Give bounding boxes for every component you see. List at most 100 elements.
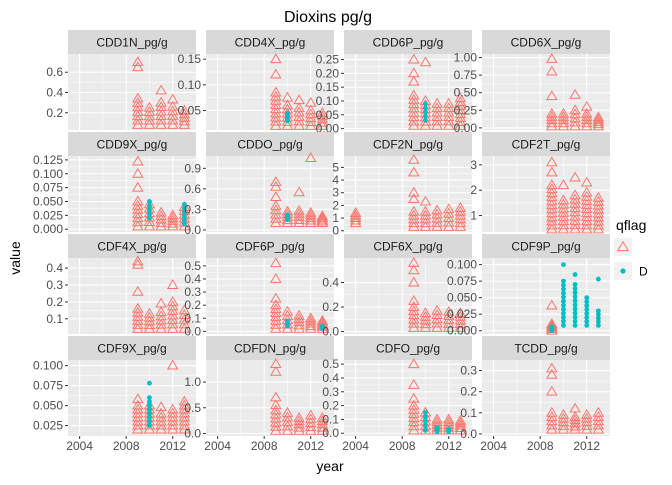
y-tick-label: 0.1 — [322, 412, 339, 426]
data-point-triangle — [592, 191, 605, 202]
data-point-d — [561, 306, 566, 312]
facet-strip — [68, 132, 196, 156]
y-tick-label: 0.100 — [33, 359, 63, 373]
x-tick-label: 2008 — [527, 439, 554, 453]
data-point-triangle — [454, 307, 467, 318]
data-point-triangle — [569, 411, 581, 421]
data-point-triangle — [546, 156, 558, 167]
y-tick-label: 0.2 — [184, 298, 201, 312]
data-point-triangle — [166, 214, 179, 225]
y-tick-label: 0.9 — [184, 161, 201, 175]
data-point-d — [561, 298, 566, 304]
y-tick-label: 0.0 — [184, 426, 201, 440]
data-point-d — [572, 272, 578, 277]
data-point-d — [572, 310, 578, 316]
data-point-triangle — [580, 100, 593, 111]
data-point-d — [572, 318, 578, 324]
data-point-d — [572, 286, 578, 291]
data-point-d — [147, 211, 152, 217]
y-tick-label: 0.0 — [322, 426, 339, 440]
data-point-triangle — [270, 53, 282, 64]
data-point-d — [147, 403, 152, 408]
data-point-triangle — [316, 415, 329, 426]
data-point-d — [595, 315, 601, 321]
data-point-d — [423, 105, 428, 111]
data-point-triangle — [408, 301, 420, 311]
data-point-triangle — [546, 114, 558, 125]
y-tick-label: 0.3 — [184, 202, 201, 216]
data-point-d — [595, 308, 601, 314]
data-point-triangle — [580, 176, 593, 187]
data-point-d — [423, 428, 428, 433]
data-point-triangle — [454, 417, 467, 428]
facet-strip — [482, 30, 610, 54]
facet-panel: CDD6P_pg/g0.000.050.100.150.200.25 — [316, 30, 472, 136]
data-point-d — [434, 425, 440, 431]
data-point-triangle — [569, 417, 581, 428]
data-point-d — [584, 295, 590, 301]
facet-strip — [482, 132, 610, 156]
data-point-triangle — [349, 214, 362, 225]
data-point-triangle — [281, 217, 294, 228]
data-point-triangle — [580, 423, 593, 434]
y-tick-label: 0.4 — [322, 371, 339, 385]
y-tick-label: 0.1 — [460, 406, 477, 420]
data-point-d — [147, 411, 152, 416]
y-tick-label: 1.0 — [184, 375, 201, 389]
data-point-triangle — [557, 423, 570, 434]
data-point-d — [181, 213, 187, 219]
data-point-triangle — [431, 304, 443, 315]
data-point-triangle — [304, 217, 317, 228]
data-point-triangle — [546, 368, 558, 379]
data-point-d — [423, 101, 428, 107]
data-point-triangle — [304, 312, 317, 323]
data-point-triangle — [155, 217, 167, 227]
y-tick-label: 0.2 — [322, 300, 339, 314]
data-point-triangle — [349, 217, 362, 228]
data-point-triangle — [143, 101, 156, 112]
data-point-triangle — [155, 401, 167, 412]
data-point-d — [423, 419, 428, 424]
facet-panels: CDD1N_pg/g0.20.40.6CDD4X_pg/g0.050.100.1… — [33, 30, 610, 453]
data-point-triangle — [546, 406, 558, 417]
data-point-d — [584, 299, 590, 305]
x-tick-label: 2012 — [573, 439, 600, 453]
y-tick-label: 0.10 — [178, 78, 202, 92]
data-point-d — [595, 323, 601, 328]
data-point-triangle — [546, 111, 558, 121]
x-tick-label: 2008 — [389, 439, 416, 453]
data-point-triangle — [132, 302, 144, 313]
data-point-triangle — [431, 204, 443, 215]
data-point-triangle — [546, 65, 558, 76]
data-point-triangle — [166, 212, 179, 223]
data-point-triangle — [454, 310, 467, 321]
data-point-triangle — [270, 292, 282, 303]
data-point-triangle — [293, 322, 305, 333]
y-tick-label: 0.2 — [322, 399, 339, 413]
data-point-triangle — [270, 86, 282, 97]
data-point-d — [423, 109, 428, 115]
data-point-triangle — [316, 212, 329, 222]
y-tick-label: 0.4 — [322, 276, 339, 290]
facet-panel: CDD4X_pg/g 0.05 0.10 0.15 — [178, 30, 334, 130]
data-point-triangle — [166, 217, 179, 228]
data-point-d — [147, 207, 152, 213]
data-point-triangle — [557, 412, 570, 423]
facet-panel: CDF6P_pg/g 0.00.10.20.30.40.5 — [184, 234, 334, 338]
data-point-triangle — [546, 120, 558, 131]
data-point-d — [147, 199, 152, 204]
data-point-triangle — [155, 407, 167, 418]
data-point-triangle — [408, 193, 420, 204]
facet-strip-label: CDD6P_pg/g — [373, 36, 444, 50]
data-point-triangle — [408, 358, 420, 369]
y-tick-label: 0.3 — [460, 364, 477, 378]
facet-strip — [206, 132, 334, 156]
facet-strip-label: CDFDN_pg/g — [234, 342, 306, 356]
data-point-d — [181, 205, 187, 211]
facet-panel: CDFO_pg/g 0.00.10.20.30.40.5 2004 2008 2012 — [322, 336, 472, 453]
data-point-triangle — [546, 299, 558, 310]
data-point-triangle — [155, 220, 167, 231]
y-tick-label: 0.4 — [46, 86, 63, 100]
y-tick-label: 0.6 — [46, 65, 63, 79]
